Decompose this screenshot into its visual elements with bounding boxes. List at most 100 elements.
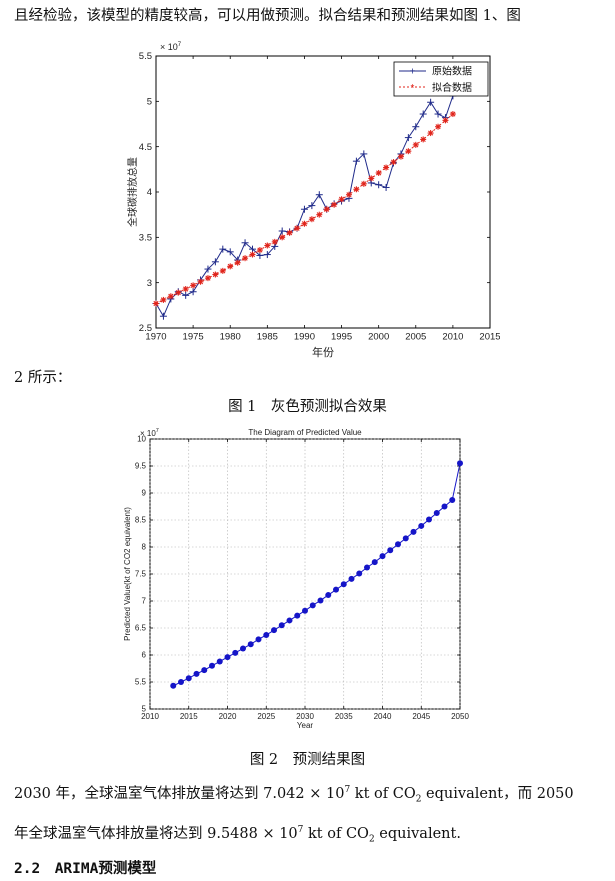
y-tick-label: 7	[142, 597, 147, 606]
x-tick-label: 2020	[219, 712, 237, 721]
paragraph-line-1: 且经检验，该模型的精度较高，可以用做预测。拟合结果和预测结果如图 1、图	[14, 8, 521, 24]
x-tick-label: 2035	[335, 712, 353, 721]
data-point-star	[160, 296, 167, 303]
data-point-dot	[356, 570, 363, 577]
y-tick-label: 6.5	[135, 624, 147, 633]
data-point-dot	[410, 528, 417, 535]
data-point-star	[345, 191, 352, 198]
legend-marker-star-icon: *	[411, 83, 415, 94]
x-tick-label: 2015	[180, 712, 198, 721]
data-point-dot	[371, 559, 378, 566]
data-point-star	[405, 148, 412, 155]
data-point-dot	[402, 535, 409, 542]
data-point-plus	[256, 251, 264, 259]
data-point-dot	[271, 627, 277, 634]
data-point-star	[368, 175, 375, 182]
data-point-star	[197, 278, 204, 285]
paragraph-line-4: 年全球温室气体排放量将达到 9.5488 × 107 kt of CO2 equ…	[14, 825, 461, 845]
x-tick-label: 2010	[442, 332, 463, 343]
data-point-dot	[170, 682, 177, 689]
figure-1-chart: 1970 1975 1980 1985 1990 1995 2000 2005 2010 2015…	[126, 42, 500, 359]
data-point-dot	[449, 497, 456, 504]
data-point-plus	[352, 157, 360, 165]
y-tick-label: 8.5	[135, 516, 147, 525]
figure-1-caption: 图 1 灰色预测拟合效果	[228, 399, 387, 415]
y-tick-label: 5.5	[139, 51, 152, 62]
data-point-dot	[216, 658, 223, 665]
data-point-star	[190, 282, 197, 289]
data-point-dot	[294, 612, 301, 619]
y-axis-label: Predicted Value(kt of CO2 equivalent)	[123, 507, 132, 641]
data-point-star	[153, 300, 159, 307]
data-point-plus	[278, 227, 286, 235]
y-tick-label: 3.5	[139, 233, 152, 244]
data-point-star	[435, 123, 442, 130]
data-point-star	[182, 286, 189, 293]
x-tick-label: 2030	[296, 712, 314, 721]
data-point-star	[353, 186, 360, 193]
data-point-plus	[308, 202, 316, 210]
data-point-star	[383, 164, 390, 171]
y-tick-label: 5	[147, 97, 152, 108]
chart-title: The Diagram of Predicted Value	[248, 428, 362, 437]
data-point-dot	[325, 592, 332, 599]
data-point-plus	[211, 258, 219, 266]
data-point-star	[308, 216, 315, 223]
data-point-star	[227, 263, 234, 270]
data-point-star	[204, 275, 211, 282]
data-point-dot	[348, 575, 355, 582]
x-tick-label: 1985	[257, 332, 278, 343]
data-point-star	[331, 201, 338, 208]
y-tick-label: 10	[137, 435, 146, 444]
y-tick-label: 7.5	[135, 570, 147, 579]
data-point-dot	[201, 667, 208, 674]
data-point-star	[323, 206, 330, 213]
data-point-dot	[441, 503, 448, 510]
data-point-plus	[360, 150, 368, 158]
data-point-star	[279, 234, 286, 241]
paragraph-line-3: 2030 年，全球温室气体排放量将达到 7.042 × 107 kt of CO…	[14, 785, 574, 805]
data-point-star	[375, 169, 382, 176]
data-point-plus	[412, 123, 420, 131]
data-point-dot	[247, 641, 254, 648]
data-point-dot	[457, 460, 463, 467]
data-point-plus	[404, 134, 412, 142]
y-axis-label: 全球碳排放总量	[126, 157, 139, 227]
data-point-plus	[204, 265, 212, 273]
legend-marker-plus-icon: +	[410, 67, 416, 78]
data-point-plus	[434, 110, 442, 118]
data-point-dot	[224, 654, 231, 661]
data-point-dot	[185, 675, 192, 682]
data-point-dot	[426, 516, 432, 523]
x-tick-label: 1970	[145, 332, 166, 343]
data-point-dot	[395, 541, 401, 548]
data-point-star	[264, 242, 271, 249]
data-point-star	[397, 153, 404, 160]
x-tick-label: 2015	[479, 332, 500, 343]
data-point-star	[412, 141, 419, 148]
data-point-dot	[232, 649, 239, 656]
data-point-dot	[387, 547, 394, 554]
data-point-star	[449, 111, 456, 118]
data-point-star	[249, 251, 256, 258]
data-point-plus	[219, 245, 227, 253]
x-tick-label: 1975	[183, 332, 204, 343]
data-point-plus	[300, 205, 308, 213]
data-point-dot	[317, 597, 324, 604]
data-point-dot	[286, 617, 293, 624]
data-point-dot	[255, 636, 262, 643]
data-point-plus	[189, 288, 197, 296]
data-point-dot	[364, 564, 370, 571]
x-tick-label: 2050	[451, 712, 469, 721]
data-point-star	[212, 271, 219, 278]
data-point-star	[294, 225, 301, 232]
data-point-star	[286, 229, 293, 236]
data-point-plus	[241, 239, 249, 247]
data-point-plus	[263, 251, 271, 259]
data-point-dot	[278, 622, 285, 629]
figure-2-caption: 图 2 预测结果图	[249, 752, 366, 768]
axis-multiplier: × 107	[160, 42, 182, 52]
legend-entry-fitted: 拟合数据	[432, 81, 472, 94]
data-point-star	[219, 267, 226, 274]
x-tick-label: 2045	[412, 712, 430, 721]
